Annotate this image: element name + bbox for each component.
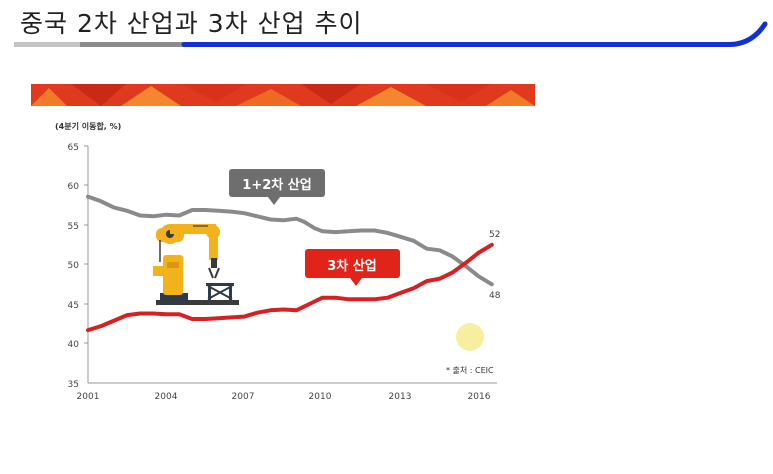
x-tick-label: 2004 xyxy=(155,392,178,402)
callout-service: 3차 산업 xyxy=(305,249,400,286)
yellow-dot-icon xyxy=(456,323,484,351)
series-line-industry xyxy=(86,194,494,287)
y-tick-label: 45 xyxy=(68,301,79,311)
series-end-label: 48 xyxy=(489,291,501,301)
y-axis-label: (4분기 이동합, %) xyxy=(55,121,121,131)
header-underline-blue xyxy=(181,21,768,47)
x-ticks: 2001 2004 2007 2010 2013 2016 xyxy=(77,392,491,402)
x-tick-label: 2007 xyxy=(232,392,255,402)
y-tick-label: 65 xyxy=(68,143,79,153)
callout-industry-label: 1+2차 산업 xyxy=(242,177,311,193)
y-tick-label: 35 xyxy=(68,380,79,390)
series-line-service xyxy=(86,242,494,333)
source-note: * 출처 : CEIC xyxy=(446,365,494,375)
callout-industry: 1+2차 산업 xyxy=(229,169,325,205)
decorative-banner xyxy=(31,84,535,106)
header-underline-dark-gray xyxy=(80,42,184,47)
header-underline xyxy=(14,21,768,47)
y-tick-label: 40 xyxy=(68,340,80,350)
y-tick-label: 50 xyxy=(68,261,80,271)
y-tick-label: 60 xyxy=(68,182,80,192)
x-tick-label: 2010 xyxy=(309,392,332,402)
y-tick-label: 55 xyxy=(68,222,79,232)
header-underline-light-gray xyxy=(14,42,80,47)
series-end-label: 52 xyxy=(489,230,500,240)
x-tick-label: 2013 xyxy=(389,392,412,402)
x-tick-label: 2016 xyxy=(468,392,491,402)
y-ticks: 65 60 55 50 45 40 35 xyxy=(68,143,88,390)
slide-title: 중국 2차 산업과 3차 산업 추이 xyxy=(20,9,363,38)
x-tick-label: 2001 xyxy=(77,392,100,402)
robot-arm-icon xyxy=(153,224,239,305)
callout-service-label: 3차 산업 xyxy=(327,258,376,274)
